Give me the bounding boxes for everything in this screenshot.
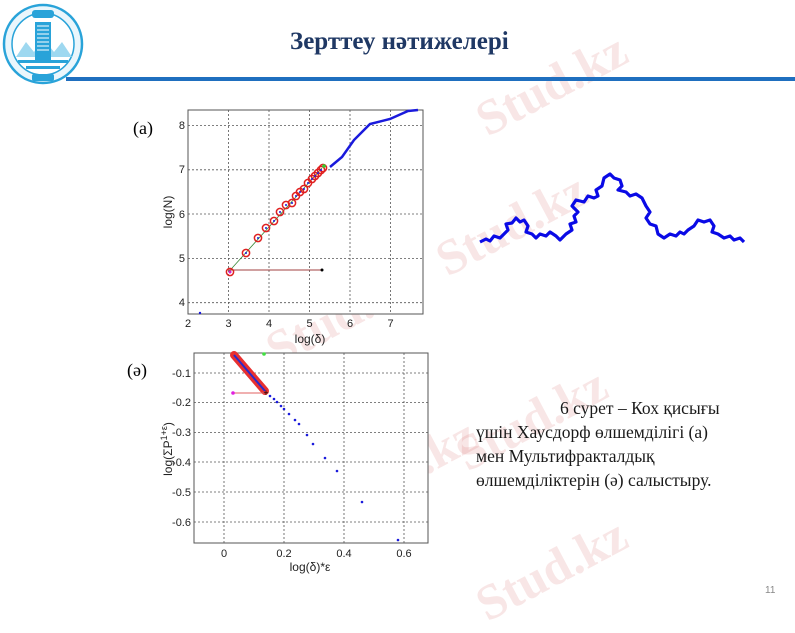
caption-line-2: үшін Хаусдорф өлшемділігі (а)	[476, 422, 708, 442]
svg-text:0.4: 0.4	[336, 548, 351, 560]
svg-text:0.6: 0.6	[396, 548, 411, 560]
svg-text:-0.4: -0.4	[172, 457, 191, 469]
svg-text:8: 8	[179, 120, 185, 132]
caption-line-3: мен Мультифракталдық	[476, 446, 655, 466]
caption-line-1: 6 сурет – Кох қисығы	[560, 398, 720, 418]
svg-text:log(δ)*ε: log(δ)*ε	[290, 560, 331, 574]
chart-multifractal: -0.1 -0.2 -0.3 -0.4 -0.5 -0.6 0 0.2 0.4 0.6 lo…	[159, 351, 429, 574]
svg-text:5: 5	[179, 253, 185, 265]
svg-text:-0.3: -0.3	[172, 427, 191, 439]
svg-text:7: 7	[179, 164, 185, 176]
svg-text:5: 5	[306, 318, 312, 330]
svg-text:4: 4	[266, 318, 272, 330]
svg-text:3: 3	[225, 318, 231, 330]
svg-text:log(δ): log(δ)	[295, 332, 326, 346]
panel-label-a: (a)	[133, 118, 153, 138]
page-number: 11	[765, 585, 776, 596]
caption-line-4: өлшемділіктерін (ә) салыстыру.	[476, 470, 712, 490]
svg-text:0: 0	[221, 548, 227, 560]
watermark: Stud.kz	[466, 506, 637, 632]
svg-text:6: 6	[179, 209, 185, 221]
svg-text:0.2: 0.2	[276, 548, 291, 560]
svg-text:+: +	[263, 388, 268, 398]
university-logo	[2, 3, 84, 85]
svg-text:6: 6	[347, 318, 353, 330]
koch-curve-figure	[479, 172, 746, 244]
svg-text:-0.2: -0.2	[172, 397, 191, 409]
chart-hausdorff: 8 7 6 5 4 2 3 4 5 6 7 log(δ) log(N)	[161, 108, 424, 346]
svg-text:log(N): log(N)	[161, 196, 175, 229]
svg-text:7: 7	[387, 318, 393, 330]
page-title: Зерттеу нәтижелері	[290, 28, 509, 55]
title-underline	[66, 77, 795, 81]
svg-text:-0.5: -0.5	[172, 487, 191, 499]
svg-text:-0.1: -0.1	[172, 368, 191, 380]
svg-text:2: 2	[185, 318, 191, 330]
svg-text:-0.6: -0.6	[172, 517, 191, 529]
figure-caption: 6 сурет – Кох қисығы үшін Хаусдорф өлшем…	[476, 396, 776, 492]
svg-text:4: 4	[179, 297, 185, 309]
panel-label-b: (ә)	[127, 360, 147, 380]
